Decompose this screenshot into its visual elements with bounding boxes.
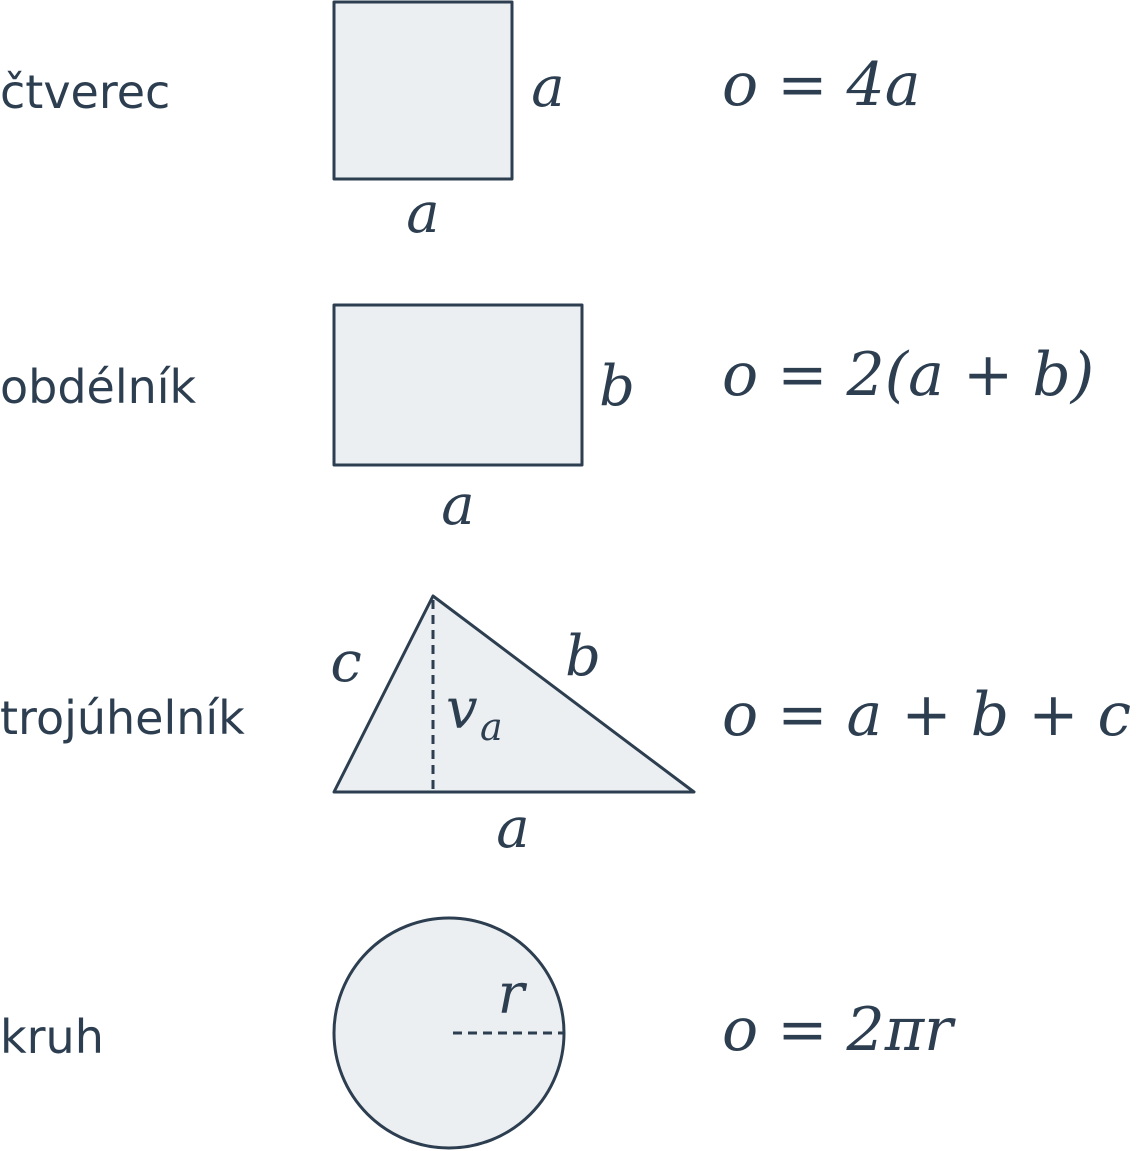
row-circle: kruh r o = 2πr (0, 916, 956, 1150)
row-triangle: trojúhelník c b a v a o = a + b + c (0, 594, 1131, 861)
triangle-shape (332, 594, 696, 794)
triangle-side-bottom-label: a (496, 796, 529, 861)
circle-formula: o = 2πr (722, 995, 956, 1065)
square-formula: o = 4a (722, 50, 921, 120)
square-side-bottom-label: a (406, 181, 439, 246)
shape-name-square: čtverec (0, 65, 170, 119)
row-rectangle: obdélník b a o = 2(a + b) (0, 303, 1094, 538)
row-square: čtverec a a o = 4a (0, 0, 921, 246)
square-side-right-label: a (531, 55, 564, 120)
square-shape (332, 0, 514, 181)
triangle-side-left-label: c (330, 630, 361, 695)
triangle-height-subscript: a (480, 705, 503, 749)
shape-name-rectangle: obdélník (0, 360, 197, 414)
triangle-height-label: v (446, 677, 478, 742)
shape-name-triangle: trojúhelník (0, 691, 245, 745)
shape-name-circle: kruh (0, 1010, 104, 1064)
rectangle-formula: o = 2(a + b) (722, 340, 1094, 410)
triangle-formula: o = a + b + c (722, 680, 1131, 750)
triangle-side-right-label: b (565, 624, 601, 689)
rectangle-side-bottom-label: a (441, 473, 474, 538)
rectangle-shape (332, 303, 584, 467)
circle-radius-label: r (498, 962, 528, 1027)
rectangle-side-right-label: b (599, 354, 635, 419)
